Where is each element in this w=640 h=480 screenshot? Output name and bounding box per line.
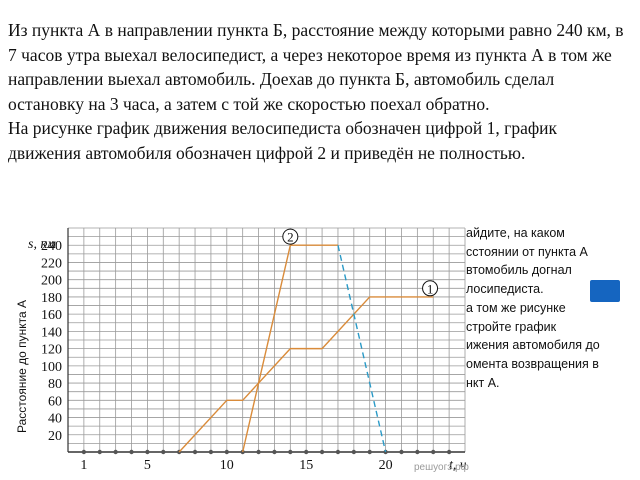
x-tick-label: 1: [80, 458, 87, 473]
y-axis-label: s, км: [28, 237, 56, 252]
axis-dot: [256, 449, 261, 455]
task-line-1: айдите, на каком: [466, 226, 565, 240]
task-line-7: ижения автомобиля до: [466, 338, 600, 353]
axis-dot: [415, 449, 420, 455]
x-axis-label: t, ч: [449, 458, 467, 473]
task-line-5: а том же рисунке: [466, 300, 566, 315]
axis-dot: [272, 449, 277, 455]
x-tick-label: 5: [144, 458, 151, 473]
task-panel: айдите, на каком сстоянии от пункта А вт…: [466, 224, 636, 392]
marker-circle: [282, 228, 299, 245]
axis-dot: [399, 449, 404, 455]
series-line-3: [337, 245, 387, 453]
task-line-3: втомобиль догнал: [466, 263, 572, 278]
task-line-4: лосипедиста.: [466, 282, 544, 297]
task-line-2: сстоянии от пункта А: [466, 244, 588, 259]
axis-dot: [208, 449, 214, 455]
x-tick-label: 20: [379, 458, 393, 473]
axis-dot: [446, 449, 452, 455]
axis-dot: [288, 449, 293, 455]
axis-dot: [431, 449, 436, 455]
y-tick-label: 240: [41, 239, 62, 254]
x-tick-label: 10: [220, 458, 234, 473]
y-tick-label: 60: [48, 394, 62, 409]
problem-paragraph-1: Из пункта А в направлении пункта Б, расс…: [8, 20, 624, 114]
axis-dot: [192, 449, 198, 455]
task-line-9: нкт А.: [466, 375, 500, 390]
x-tick-label: 15: [299, 458, 313, 473]
y-tick-label: 20: [48, 429, 62, 444]
axis-dot: [161, 449, 166, 455]
blue-action-button[interactable]: [590, 280, 620, 302]
y-tick-label: 220: [41, 256, 62, 271]
y-tick-label: 160: [41, 308, 62, 323]
marker-label: 1: [427, 281, 434, 296]
axis-dot: [224, 449, 229, 455]
y-tick-label: 40: [48, 412, 62, 427]
y-tick-label: 100: [41, 360, 62, 375]
axis-dot: [97, 449, 102, 455]
y-tick-label: 200: [41, 274, 62, 289]
axis-dot: [319, 449, 325, 455]
axis-dot: [113, 449, 118, 455]
series-line-2: [241, 244, 338, 453]
axis-dot: [129, 449, 134, 455]
marker-label: 2: [287, 230, 294, 245]
axis-dot: [81, 449, 87, 455]
y-tick-label: 80: [48, 377, 62, 392]
problem-text: Из пункта А в направлении пункта Б, расс…: [8, 18, 634, 165]
series-line-1: [178, 296, 434, 453]
axis-dot: [145, 449, 150, 455]
y-tick-label: 120: [41, 343, 62, 358]
y-tick-label: 180: [41, 291, 62, 306]
axis-dot: [304, 449, 309, 455]
task-line-8: омента возвращения в: [466, 356, 599, 371]
problem-paragraph-2: На рисунке график движения велосипедиста…: [8, 118, 558, 163]
y-tick-label: 140: [41, 325, 62, 340]
axis-dot: [351, 449, 357, 455]
marker-circle: [422, 280, 439, 297]
axis-dot: [335, 449, 341, 455]
side-axis-label: Расстояние до пункта А: [15, 300, 29, 433]
axis-dot: [367, 449, 372, 455]
task-line-6: стройте график: [466, 319, 557, 334]
watermark: решуогэ.рф: [414, 462, 469, 473]
